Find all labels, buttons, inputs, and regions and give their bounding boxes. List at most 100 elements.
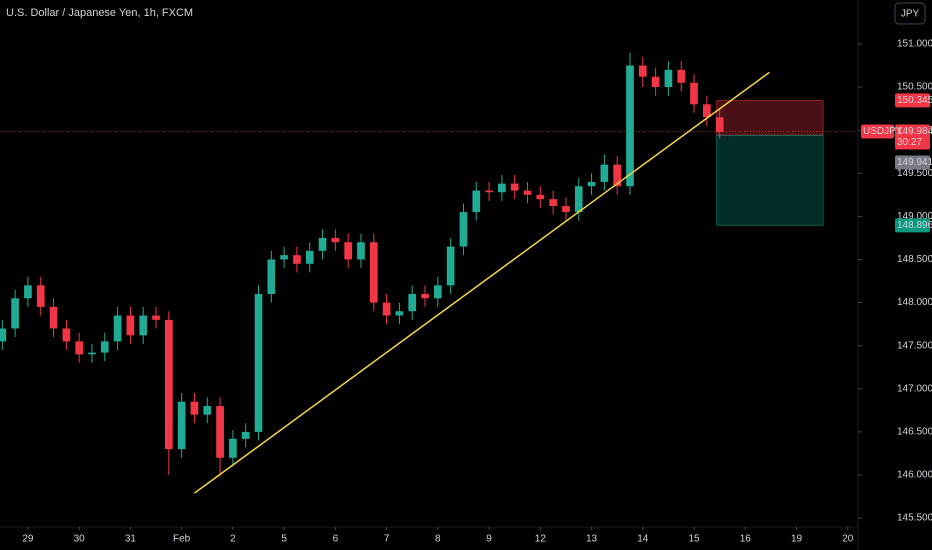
candle-body <box>459 212 468 247</box>
candle-body <box>241 431 250 439</box>
candle-body <box>357 242 365 260</box>
candle-body <box>177 401 186 450</box>
candle-body <box>408 293 417 312</box>
candle-body <box>600 164 609 182</box>
target-label-bg <box>895 218 930 233</box>
candle-body <box>510 183 519 191</box>
candle-body <box>49 306 58 329</box>
y-tick-label: 151.000 <box>897 39 932 50</box>
entry-label-bg <box>895 155 930 170</box>
candle-body <box>344 242 353 260</box>
x-tick-label: 5 <box>281 534 287 545</box>
x-tick-label: 19 <box>791 534 803 545</box>
x-tick-label: 9 <box>486 534 492 545</box>
x-tick-label: 8 <box>435 534 441 545</box>
x-tick-label: 31 <box>125 534 137 545</box>
candle-body <box>305 250 314 264</box>
stop-label: 150.345 <box>897 95 932 106</box>
countdown-label: 30:27 <box>897 137 922 148</box>
candle-body <box>626 65 634 187</box>
candle-body <box>715 117 724 132</box>
stop-label-bg <box>895 93 930 108</box>
candle-body <box>369 242 378 303</box>
y-tick-label: 145.500 <box>897 513 932 524</box>
candle-body <box>203 406 212 415</box>
candle-body <box>523 190 532 195</box>
x-tick-label: 7 <box>384 534 390 545</box>
candle-body <box>152 315 160 320</box>
target-zone <box>716 134 824 226</box>
candle-body <box>562 206 570 213</box>
candle-body <box>36 285 45 307</box>
currency-label[interactable]: JPY <box>901 9 920 20</box>
trendline <box>194 71 770 494</box>
candle-body <box>216 406 224 458</box>
candle-body <box>421 293 429 299</box>
x-tick-label: 2 <box>230 534 236 545</box>
candle-body <box>100 341 109 353</box>
y-tick-label: 148.000 <box>897 297 932 308</box>
x-tick-label: 6 <box>333 534 339 545</box>
candle-body <box>113 315 122 342</box>
candle-body <box>139 315 148 336</box>
candle-body <box>62 328 71 342</box>
candle-body <box>11 298 19 329</box>
candle-body <box>433 285 442 299</box>
symbol-label: USDJPY <box>863 126 903 137</box>
y-tick-label: 146.500 <box>897 427 932 438</box>
x-tick-label: 14 <box>637 534 649 545</box>
entry-label: 149.941 <box>897 157 932 168</box>
candle-body <box>574 186 583 213</box>
candle-body <box>331 237 340 243</box>
y-tick-label: 150.500 <box>897 82 932 93</box>
candle-body <box>24 285 32 299</box>
target-label: 148.896 <box>897 220 932 231</box>
candle-body <box>190 401 199 415</box>
y-tick-label: 146.000 <box>897 470 932 481</box>
candle-body <box>267 259 276 294</box>
candle-body <box>498 183 506 193</box>
candle-body <box>587 181 596 187</box>
chart-title: U.S. Dollar / Japanese Yen, 1h, FXCM <box>6 7 193 19</box>
x-tick-label: 29 <box>22 534 34 545</box>
candle-body <box>75 341 84 355</box>
currency-button[interactable] <box>894 2 926 25</box>
last-price-label: 149.984 <box>897 126 932 137</box>
x-tick-label: 30 <box>74 534 86 545</box>
candle-body <box>536 194 545 200</box>
y-tick-label: 149.500 <box>897 168 932 179</box>
candle-body <box>318 237 327 251</box>
candle-body <box>126 315 135 336</box>
candle-body <box>677 69 686 83</box>
candle-body <box>395 311 404 316</box>
x-tick-label: 15 <box>688 534 700 545</box>
candle-body <box>472 190 481 213</box>
candle-body <box>664 69 673 88</box>
last-price-bg <box>895 124 930 150</box>
stop-zone <box>716 99 824 136</box>
candle-body <box>690 82 698 105</box>
candle-body <box>638 65 647 77</box>
candle-body <box>254 293 263 432</box>
y-tick-label: 148.500 <box>897 254 932 265</box>
y-tick-label: 147.500 <box>897 340 932 351</box>
candle-body <box>651 76 660 88</box>
candle-body <box>485 190 493 193</box>
candle-body <box>293 255 301 264</box>
x-tick-label: 12 <box>535 534 547 545</box>
x-tick-label: 13 <box>586 534 598 545</box>
candle-body <box>88 352 96 355</box>
candle-body <box>382 302 391 316</box>
x-tick-label: 20 <box>842 534 854 545</box>
candle-body <box>280 255 288 260</box>
candle-body <box>446 246 455 286</box>
symbol-bg <box>861 124 894 139</box>
y-tick-label: 147.000 <box>897 383 932 394</box>
y-tick-label: 149.000 <box>897 211 932 222</box>
candle-body <box>613 164 622 187</box>
candle-body <box>703 104 711 118</box>
candle-body <box>549 199 557 207</box>
candle-body <box>0 328 7 342</box>
